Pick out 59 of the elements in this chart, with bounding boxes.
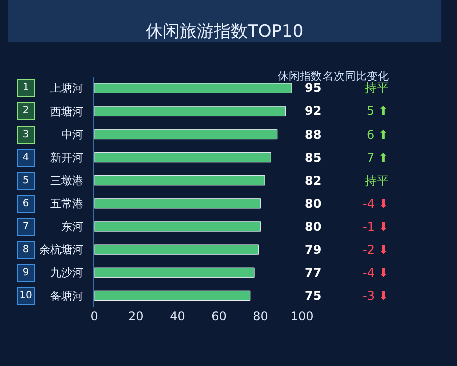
data-label: 80 bbox=[305, 197, 322, 211]
text: -4 ⬇ bbox=[363, 266, 389, 280]
x-tick-label: 0 bbox=[90, 309, 98, 324]
data-label: 77 bbox=[305, 266, 322, 280]
x-tick-label: 40 bbox=[170, 309, 186, 324]
text: -4 ⬇ bbox=[363, 197, 389, 211]
y-tick-label: 余杭塘河 bbox=[39, 244, 84, 257]
bar bbox=[94, 244, 259, 255]
y-tick-label: 西塘河 bbox=[50, 105, 84, 118]
text: -2 ⬇ bbox=[363, 243, 389, 257]
x-tick-label: 100 bbox=[290, 309, 314, 324]
data-label: 92 bbox=[305, 104, 322, 118]
data-label: 79 bbox=[305, 243, 322, 257]
x-tick-label: 20 bbox=[128, 309, 144, 324]
text: 2 bbox=[22, 106, 30, 116]
text: 3 bbox=[22, 130, 30, 140]
bar bbox=[94, 83, 292, 94]
data-label: 95 bbox=[305, 81, 322, 95]
y-tick-label: 东河 bbox=[61, 220, 84, 234]
text: 4 bbox=[22, 152, 30, 164]
text: 7 bbox=[22, 222, 30, 232]
y-tick-label: 备塘河 bbox=[50, 290, 84, 303]
data-label: 88 bbox=[305, 128, 322, 142]
bar bbox=[94, 198, 262, 209]
data-label: 85 bbox=[305, 151, 322, 165]
bar bbox=[94, 176, 266, 186]
text: 5 bbox=[22, 176, 30, 186]
text: 名次同比变化 bbox=[323, 70, 389, 83]
y-tick-label: 九沙河 bbox=[50, 266, 84, 280]
annotation: 休闲指数 bbox=[278, 70, 322, 83]
text: 5 ⬆ bbox=[367, 104, 389, 118]
text: 1 bbox=[22, 82, 30, 94]
bar bbox=[94, 129, 278, 140]
text: 6 bbox=[22, 198, 30, 210]
text: -3 ⬇ bbox=[363, 289, 389, 303]
y-tick-label: 上塘河 bbox=[50, 82, 84, 96]
text: 持平 bbox=[365, 174, 389, 188]
bar bbox=[94, 290, 251, 301]
text: 10 bbox=[20, 290, 32, 302]
y-tick-label: 新开河 bbox=[50, 151, 84, 164]
y-tick-label: 五常港 bbox=[50, 198, 84, 211]
chart-title: 休闲旅游指数TOP10 bbox=[146, 22, 304, 42]
y-tick-label: 中河 bbox=[61, 128, 84, 142]
bar bbox=[94, 268, 255, 278]
x-tick-label: 60 bbox=[212, 309, 227, 324]
text: 7 ⬆ bbox=[367, 151, 389, 165]
data-label: 82 bbox=[305, 174, 322, 188]
bar bbox=[94, 106, 286, 117]
text: 9 bbox=[22, 268, 30, 278]
text: 6 ⬆ bbox=[367, 128, 389, 142]
data-label: 80 bbox=[305, 220, 322, 234]
x-tick-label: 80 bbox=[253, 309, 268, 324]
bar bbox=[94, 152, 272, 163]
text: 8 bbox=[22, 244, 30, 256]
bar bbox=[94, 222, 262, 232]
text: -1 ⬇ bbox=[363, 220, 389, 234]
text: 持平 bbox=[365, 81, 389, 95]
data-label: 75 bbox=[305, 289, 322, 303]
y-tick-label: 三墩港 bbox=[50, 174, 84, 188]
